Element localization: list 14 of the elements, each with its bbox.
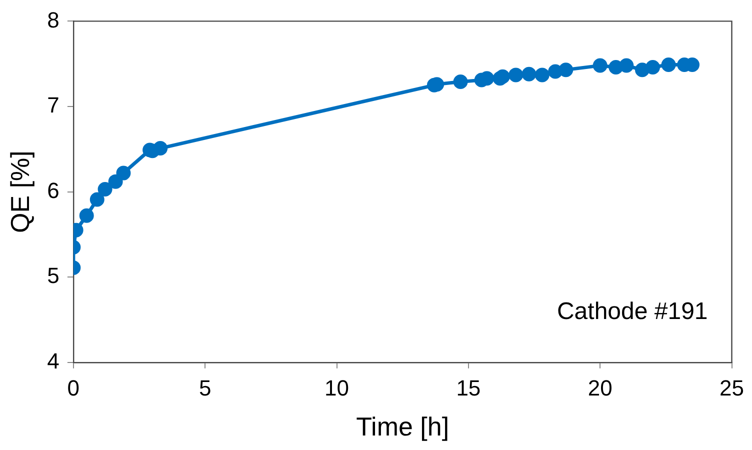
y-tick-label: 4 — [47, 348, 60, 374]
x-tick-label: 25 — [720, 376, 744, 401]
x-tick-label: 0 — [67, 376, 80, 401]
x-tick-label: 20 — [588, 376, 612, 401]
y-tick-label: 7 — [47, 92, 60, 118]
x-tick-label: 5 — [198, 376, 212, 401]
annotation: Cathode #191 — [556, 298, 708, 326]
x-axis-title: Time [h] — [356, 412, 450, 442]
y-tick-label: 8 — [47, 7, 60, 32]
y-tick-label: 5 — [47, 263, 60, 288]
y-tick-label: 6 — [47, 178, 60, 203]
x-tick-label: 10 — [324, 376, 350, 401]
y-axis-title: QE [%] — [4, 150, 35, 233]
x-tick-label: 15 — [456, 376, 481, 401]
